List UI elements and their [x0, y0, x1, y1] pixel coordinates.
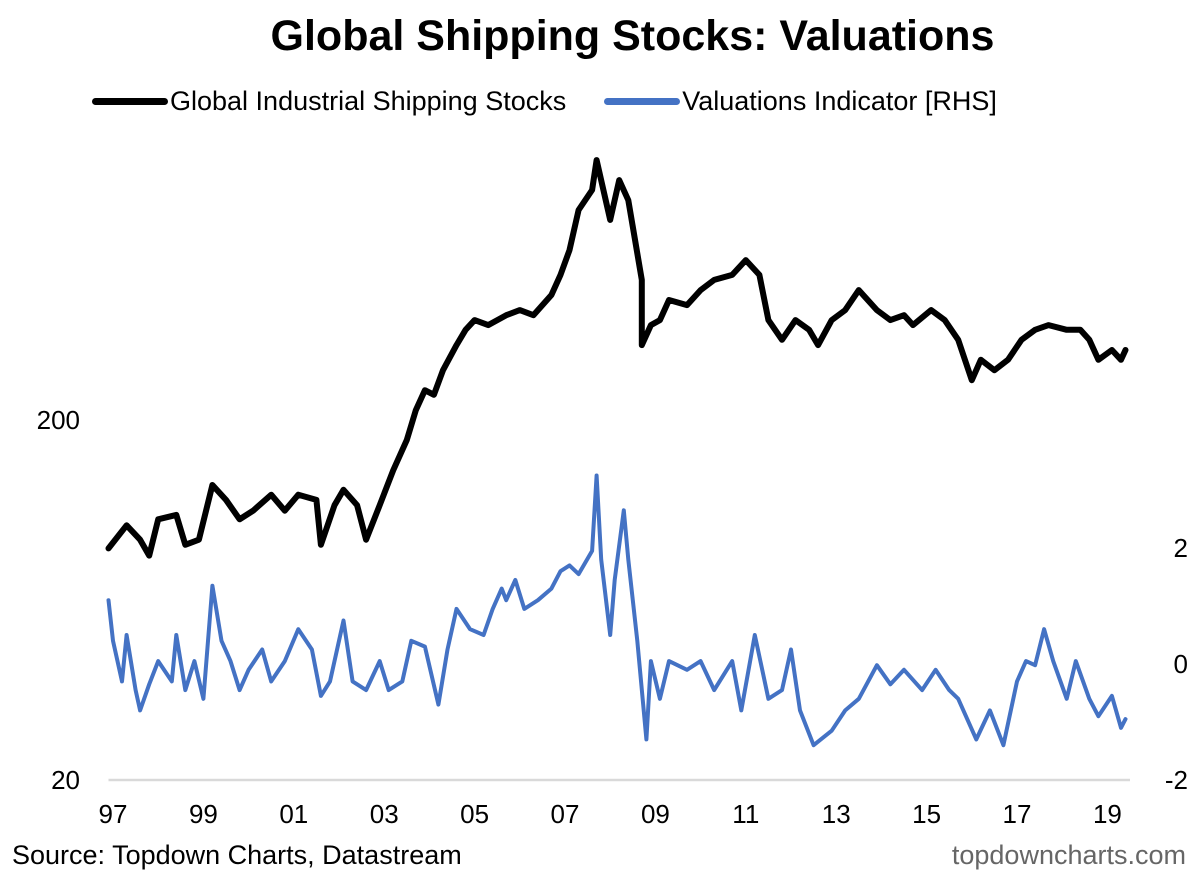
- right-tick-label: -2: [1165, 765, 1188, 795]
- chart-title: Global Shipping Stocks: Valuations: [270, 12, 995, 60]
- left-tick-label: 20: [51, 765, 80, 795]
- legend-label: Valuations Indicator [RHS]: [682, 86, 997, 116]
- x-tick-label: 19: [1093, 799, 1122, 829]
- watermark: topdowncharts.com: [951, 840, 1186, 870]
- x-tick-label: 15: [912, 799, 941, 829]
- left-tick-label: 200: [37, 405, 80, 435]
- legend-label: Global Industrial Shipping Stocks: [170, 86, 567, 116]
- source-note: Source: Topdown Charts, Datastream: [12, 840, 462, 870]
- right-tick-label: 2: [1174, 533, 1188, 563]
- x-tick-label: 99: [189, 799, 218, 829]
- x-tick-label: 03: [370, 799, 399, 829]
- x-tick-label: 05: [460, 799, 489, 829]
- x-tick-label: 09: [641, 799, 670, 829]
- x-tick-label: 01: [279, 799, 308, 829]
- legend-item-shipping-stocks: Global Industrial Shipping Stocks: [92, 86, 566, 117]
- x-tick-label: 97: [99, 799, 128, 829]
- x-tick-label: 13: [822, 799, 851, 829]
- x-tick-label: 07: [551, 799, 580, 829]
- x-tick-label: 17: [1003, 799, 1032, 829]
- legend: Global Industrial Shipping Stocks Valuat…: [92, 86, 1035, 117]
- legend-swatch-black: [92, 98, 168, 105]
- series-line-shipping-stocks: [105, 157, 1129, 559]
- series-line-valuations: [106, 473, 1128, 748]
- legend-swatch-blue: [604, 98, 681, 105]
- legend-item-valuations: Valuations Indicator [RHS]: [604, 86, 997, 117]
- right-tick-label: 0: [1174, 649, 1188, 679]
- x-tick-label: 11: [732, 799, 759, 829]
